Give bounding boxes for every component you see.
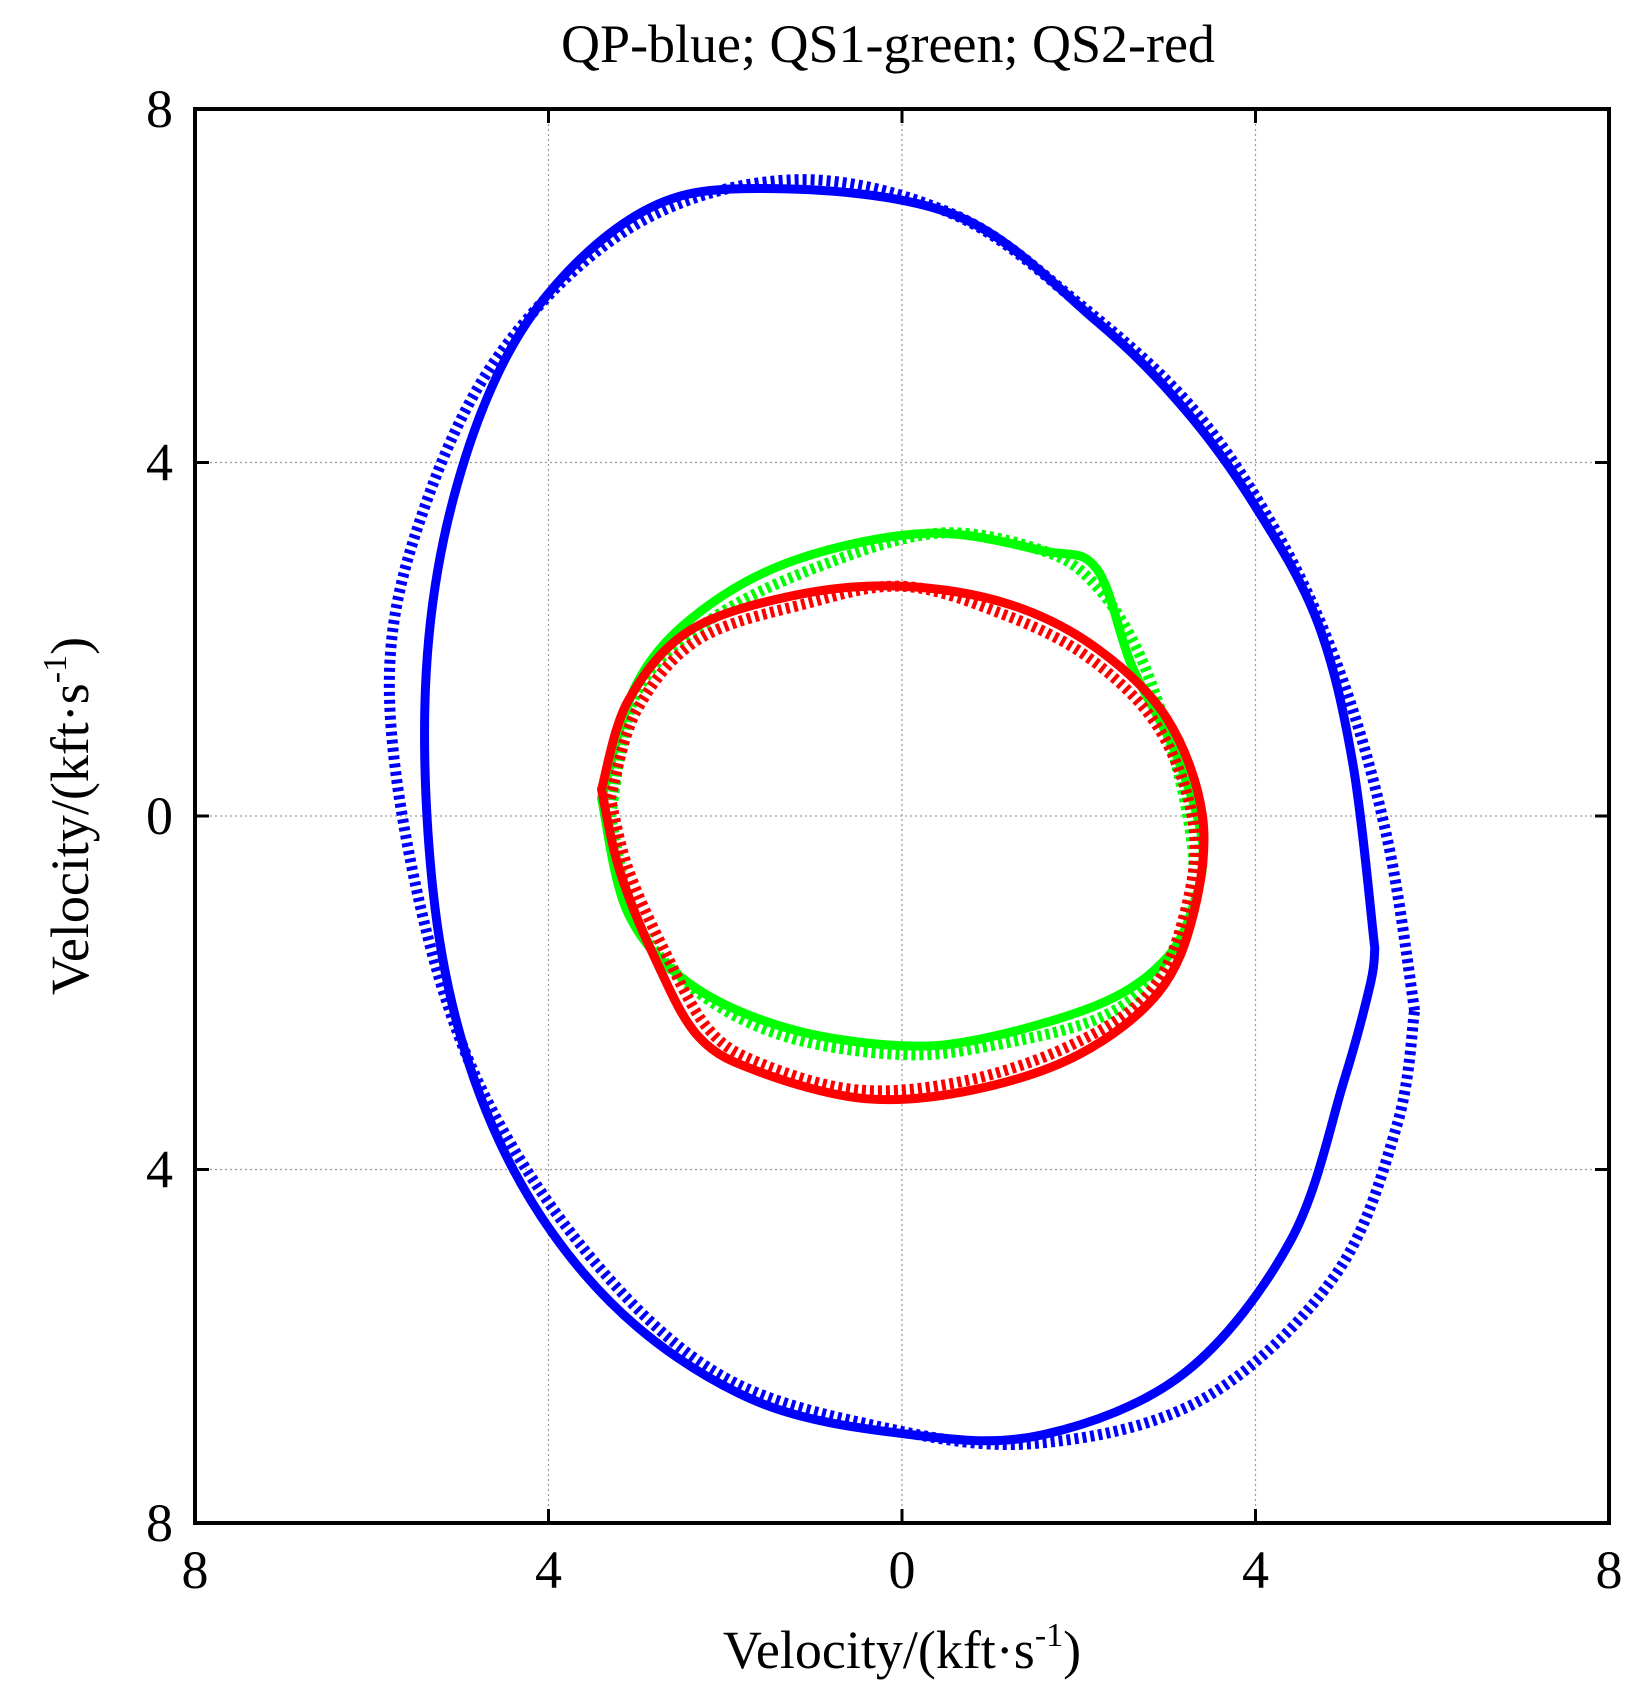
x-axis-label-sup: -1 [1035, 1617, 1063, 1654]
x-tick-labels: 8 4 0 4 8 [182, 1540, 1623, 1600]
series-group [383, 174, 1421, 1451]
x-tick-label: 8 [1596, 1540, 1623, 1600]
series-qs1-dashed [604, 527, 1200, 1061]
grid [195, 109, 1609, 1523]
y-axis-label-text: Velocity/(kft·s [40, 683, 100, 995]
series-qs2-solid [597, 581, 1209, 1105]
x-tick-label: 0 [889, 1540, 916, 1600]
x-tick-label: 8 [182, 1540, 209, 1600]
y-tick-labels: 8 4 0 4 8 [146, 79, 173, 1553]
y-tick-label: 0 [146, 786, 173, 846]
y-axis-label-close: ) [40, 637, 100, 655]
ticks [195, 109, 1609, 1523]
x-axis-label: Velocity/(kft·s-1) [723, 1617, 1081, 1680]
y-tick-label: 8 [146, 1493, 173, 1553]
chart-title: QP-blue; QS1-green; QS2-red [561, 14, 1215, 74]
series-qs2-dashed [605, 580, 1201, 1097]
y-axis-label: Velocity/(kft·s-1) [37, 637, 100, 995]
x-axis-label-close: ) [1063, 1620, 1081, 1680]
y-tick-label: 4 [146, 1140, 173, 1200]
y-tick-label: 4 [146, 433, 173, 493]
series-qp-solid [420, 184, 1380, 1446]
x-axis-label-text: Velocity/(kft·s [723, 1620, 1035, 1680]
y-tick-label: 8 [146, 79, 173, 139]
x-tick-label: 4 [1242, 1540, 1269, 1600]
y-axis-label-sup: -1 [37, 655, 74, 683]
x-tick-label: 4 [535, 1540, 562, 1600]
